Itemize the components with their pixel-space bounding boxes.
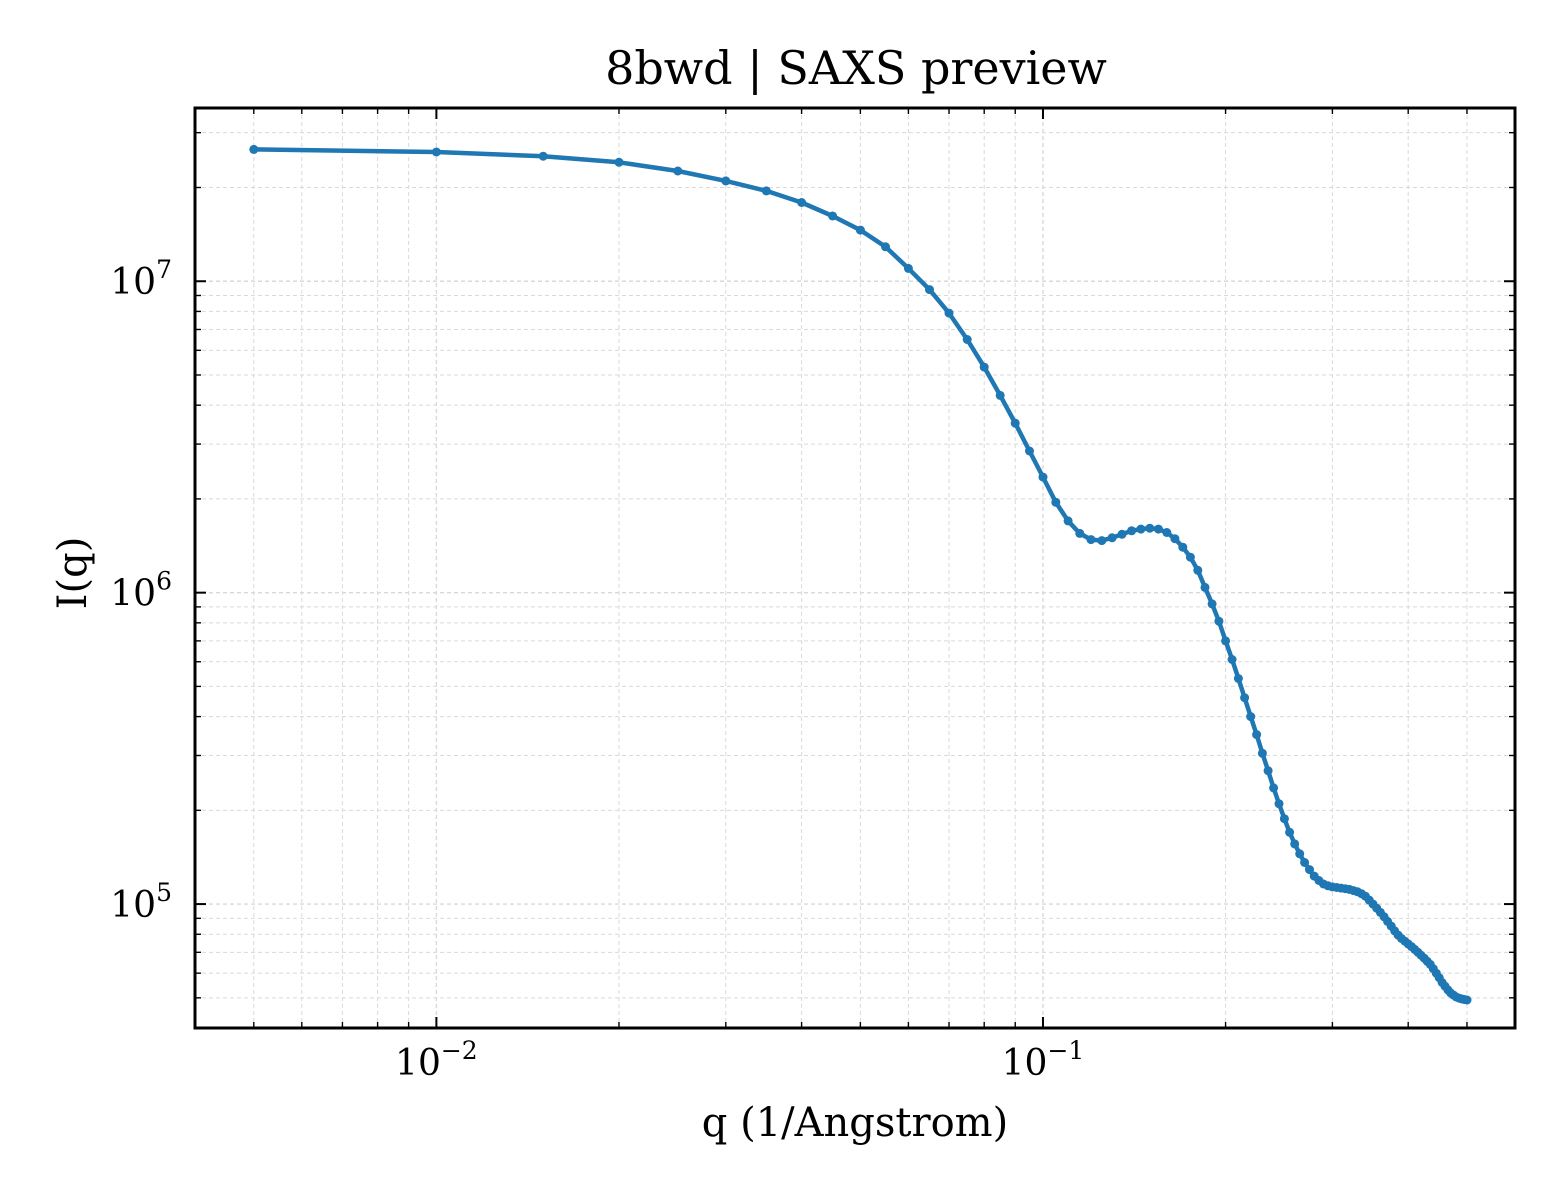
data-point <box>1075 528 1085 538</box>
data-point <box>721 176 731 186</box>
y-tick-label: 105 <box>110 878 172 926</box>
data-point <box>944 308 954 318</box>
data-point <box>761 186 771 196</box>
data-point <box>1107 533 1117 543</box>
data-point <box>1214 616 1224 626</box>
data-point <box>1127 526 1137 536</box>
grid-lines <box>194 108 1515 1029</box>
data-point <box>1233 674 1243 683</box>
data-point <box>1162 528 1172 537</box>
data-point <box>1086 535 1096 545</box>
data-point <box>1240 693 1250 703</box>
data-point <box>962 335 972 344</box>
data-point <box>1295 849 1305 859</box>
data-point <box>1193 565 1203 575</box>
data-point <box>1227 655 1237 664</box>
y-tick-label: 106 <box>110 567 172 615</box>
data-point <box>1145 523 1155 533</box>
data-point <box>1178 542 1188 552</box>
data-point <box>995 390 1005 400</box>
axis-ticks: 10−2 10−1 105 106 107 <box>110 108 1515 1084</box>
data-point <box>979 362 989 372</box>
data-point <box>538 151 548 161</box>
data-point <box>903 263 913 273</box>
data-point <box>249 144 259 154</box>
x-tick-label: 10−1 <box>1002 1036 1085 1084</box>
data-point <box>1153 524 1163 534</box>
plot-frame <box>193 106 1517 1030</box>
data-point <box>1300 858 1310 867</box>
data-point <box>797 198 807 207</box>
data-point <box>828 211 838 221</box>
data-point <box>614 157 624 167</box>
data-point <box>1274 799 1284 809</box>
data-point <box>1185 552 1195 562</box>
data-point <box>1462 995 1472 1005</box>
data-point <box>1051 497 1061 507</box>
data-point <box>1038 472 1048 482</box>
data-point <box>1257 748 1267 758</box>
data-point <box>1279 814 1289 824</box>
data-point <box>1290 839 1300 849</box>
data-point <box>855 225 865 235</box>
data-point <box>1221 636 1231 646</box>
data-point <box>881 242 890 252</box>
data-point <box>1117 529 1127 539</box>
data-point <box>1063 516 1073 526</box>
data-point <box>673 166 683 176</box>
data-point <box>1010 418 1020 428</box>
y-tick-label: 107 <box>110 255 172 303</box>
data-point <box>1263 766 1273 776</box>
data-point <box>1305 865 1314 875</box>
data-point <box>1285 827 1295 837</box>
x-tick-label: 10−2 <box>395 1036 478 1084</box>
data-point <box>1252 730 1262 740</box>
data-point <box>1170 534 1180 544</box>
y-axis-label: I(q) <box>50 537 96 610</box>
data-point <box>1136 524 1146 534</box>
data-point <box>431 147 441 157</box>
x-axis-label: q (1/Angstrom) <box>702 1100 1008 1146</box>
data-point <box>1207 599 1217 609</box>
data-point <box>1025 446 1034 456</box>
data-series <box>249 144 1472 1005</box>
data-point <box>1200 582 1210 592</box>
data-point <box>1269 783 1279 793</box>
chart-title: 8bwd | SAXS preview <box>605 41 1107 95</box>
data-point <box>1246 712 1256 722</box>
data-point <box>1097 536 1107 546</box>
data-point <box>925 285 934 295</box>
